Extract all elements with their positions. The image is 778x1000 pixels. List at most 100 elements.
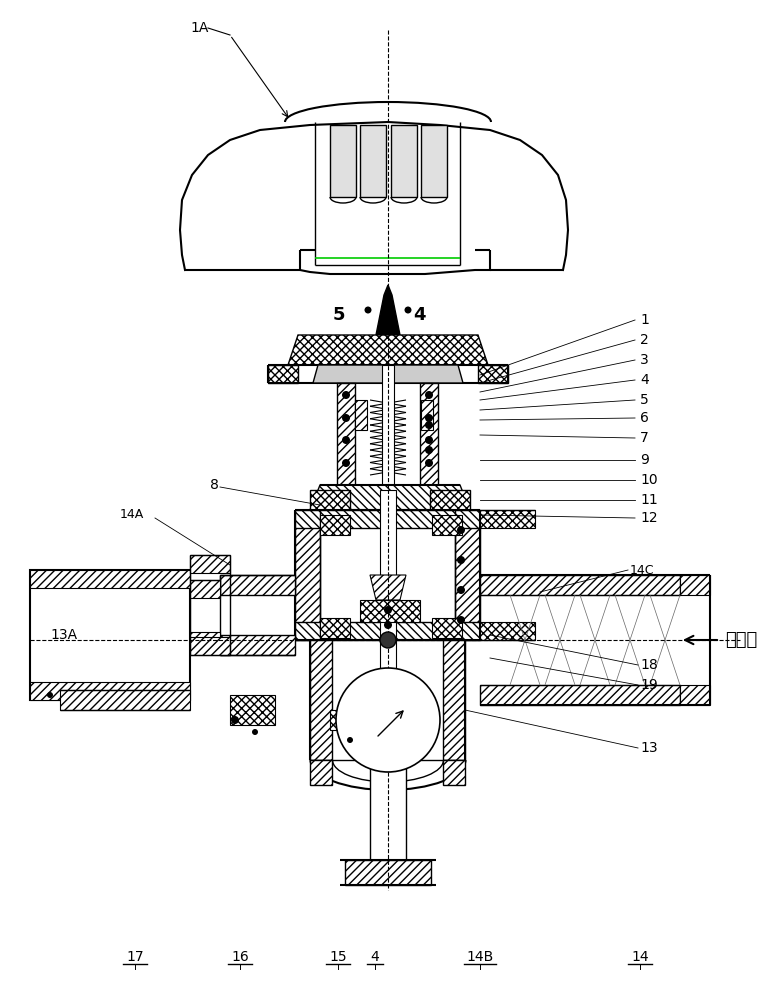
Bar [220,635,295,655]
Bar [432,515,462,535]
Bar [430,490,470,510]
Bar [60,690,190,710]
Bar [320,515,350,535]
Bar [30,570,190,700]
Bar [220,575,295,595]
Bar [330,710,355,730]
Text: 19: 19 [640,678,657,692]
Bar [680,575,710,595]
Bar [268,365,298,383]
Text: 15: 15 [329,950,347,964]
Circle shape [231,716,239,724]
Bar [380,490,396,750]
Circle shape [457,616,465,624]
Bar [480,685,680,705]
Bar [432,618,462,638]
Text: 7: 7 [640,431,649,445]
Text: 18: 18 [640,658,657,672]
Bar [295,622,480,640]
Circle shape [347,737,353,743]
Polygon shape [288,335,488,365]
Text: 12: 12 [640,511,657,525]
Circle shape [425,391,433,399]
Bar [478,365,508,383]
Circle shape [384,621,392,629]
Bar [391,125,417,197]
Bar [443,640,465,760]
Bar [680,685,710,705]
Circle shape [425,414,433,422]
Bar [355,400,367,430]
Text: 10: 10 [640,473,657,487]
Text: 14A: 14A [120,508,144,522]
Circle shape [425,446,433,454]
Bar [480,575,680,595]
Text: 13A: 13A [50,628,77,642]
Text: 16: 16 [231,950,249,964]
Circle shape [457,586,465,594]
Text: 2: 2 [640,333,649,347]
Circle shape [425,459,433,467]
Polygon shape [313,365,463,383]
Text: 6: 6 [640,411,649,425]
Circle shape [342,414,350,422]
Bar [310,640,332,760]
Circle shape [252,729,258,735]
Text: 流入端: 流入端 [725,631,757,649]
Bar [190,555,230,573]
Bar [337,383,355,490]
Circle shape [342,459,350,467]
Bar [360,125,386,197]
Bar [295,510,320,640]
Bar [480,622,535,640]
Bar [360,600,420,622]
Text: 13: 13 [640,741,657,755]
Text: 17: 17 [126,950,144,964]
Bar [384,335,392,365]
Bar [455,510,480,640]
Text: 8: 8 [210,478,219,492]
Bar [30,570,190,588]
Circle shape [380,632,396,648]
Bar [421,400,433,430]
Polygon shape [310,485,470,510]
Circle shape [457,526,465,534]
Circle shape [425,421,433,429]
Text: 14C: 14C [630,564,654,576]
Circle shape [365,306,372,314]
Bar [310,490,350,510]
Text: 4: 4 [640,373,649,387]
Text: 3: 3 [640,353,649,367]
Bar [155,632,220,650]
Polygon shape [376,285,400,335]
Circle shape [425,436,433,444]
Text: 5: 5 [640,393,649,407]
Text: 4: 4 [370,950,380,964]
Bar [330,125,356,197]
Text: 9: 9 [640,453,649,467]
Bar [190,637,230,655]
Bar [370,765,406,870]
Polygon shape [370,575,406,600]
Circle shape [336,668,440,772]
Text: 14B: 14B [466,950,493,964]
Circle shape [405,306,412,314]
Bar [310,760,332,785]
Bar [443,760,465,785]
Circle shape [384,306,391,314]
Bar [345,860,431,885]
Bar [230,695,275,725]
Circle shape [384,606,392,614]
Circle shape [342,391,350,399]
Text: 5: 5 [333,306,345,324]
Bar [295,510,480,528]
Bar [320,618,350,638]
Circle shape [457,556,465,564]
Bar [30,682,190,700]
Bar [480,510,535,528]
Bar [155,580,220,598]
Bar [421,125,447,197]
Text: 4: 4 [413,306,426,324]
Text: 14: 14 [631,950,649,964]
Circle shape [47,692,53,698]
